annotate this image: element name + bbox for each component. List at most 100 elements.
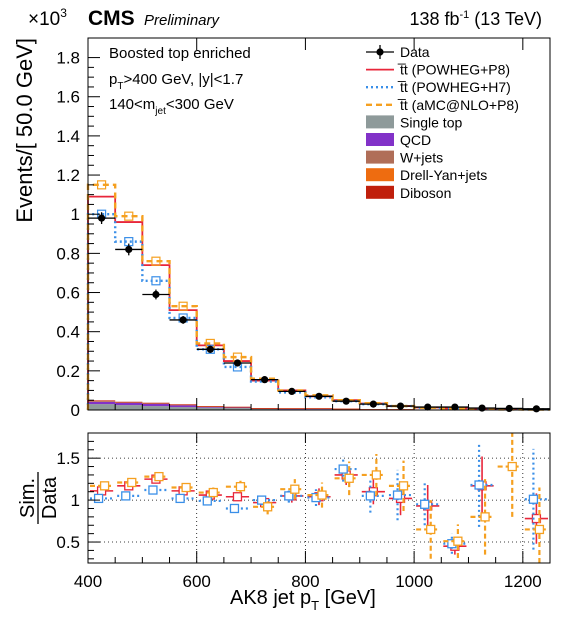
legend-label-2: t̅t (POWHEG+H7) [397,79,511,95]
bkg-bar-4-5 [223,406,252,408]
main-y-tick-label-0: 0 [71,401,80,420]
data-point-10 [369,400,377,408]
legend-swatch-6 [366,150,394,164]
bkg-bar-4-4 [196,406,224,407]
data-point-9 [342,397,350,405]
main-y-tick-label-9: 1.8 [56,49,80,68]
bkg-bar-4-1 [115,401,143,403]
mc-series-0 [87,195,550,411]
ratio-y-tick-label-1: 1 [71,491,80,510]
annotation-pt-cut: pT>400 GeV, |y|<1.7 [109,71,243,92]
bkg-bar-0-3 [169,407,197,410]
data-point-8 [315,392,323,400]
data-point-16 [532,405,541,413]
annotation-mass-window: 140<mjet<300 GeV [109,96,234,117]
multiplier-label: ×103 [28,6,67,30]
bkg-bar-4-2 [142,402,170,404]
ratio-1-marker-2 [148,485,158,495]
ratio-1-marker-12 [420,499,430,509]
bkg-bar-0-2 [142,406,170,410]
bkg-bar-1-0 [88,401,116,405]
x-tick-label-1: 600 [183,572,211,591]
legend-label-0: Data [400,44,430,60]
ratio-1-marker-1 [121,491,131,501]
bkg-bar-0-5 [223,408,252,410]
x-axis-title: AK8 jet pT [GeV] [230,587,376,613]
data-point-2 [152,290,160,299]
bkg-bar-0-1 [115,405,143,410]
cms-label: CMS [88,7,135,30]
data-point-15 [505,404,513,413]
legend-swatch-4 [366,115,394,129]
ratio-2-marker-1 [127,477,137,488]
ratio-1-marker-16 [528,494,539,504]
bkg-bar-2-0 [88,400,116,402]
annotation-selection: Boosted top enriched [109,45,251,62]
x-tick-label-4: 1200 [504,572,542,591]
ratio-series [90,433,548,563]
bkg-bar-1-2 [142,403,170,407]
main-axes: 0 0.2 0.4 0.6 0.8 1 1.2 1.4 1.6 1.8 [56,38,524,420]
x-tick-label-3: 1000 [395,572,433,591]
bkg-bar-4-7 [278,408,306,409]
data-point-7 [288,387,296,395]
legend-swatch-5 [366,133,394,146]
bkg-bar-0-4 [196,407,224,410]
main-y-tick-label-6: 1.2 [56,166,80,185]
main-panel: 0 0.2 0.4 0.6 0.8 1 1.2 1.4 1.6 1.8 [56,37,551,420]
bkg-bar-4-8 [305,408,333,409]
data-point-5 [233,359,242,367]
ratio-2-marker-13 [453,536,463,546]
data-point-3 [179,316,187,324]
ratio-y-axis-title: Sim. Data [17,472,61,524]
ratio-1-marker-7 [284,491,294,501]
data-point-6 [261,376,269,384]
legend-swatch-7 [366,168,394,182]
ratio-2-marker-6 [262,502,273,512]
ratio-1-marker-4 [202,496,212,506]
mc-marker-2-3 [178,301,188,311]
preliminary-label: Preliminary [144,12,221,29]
bkg-bar-1-3 [169,405,197,408]
legend-label-7: Drell-Yan+jets [400,167,487,183]
ratio-2-marker-11 [398,481,409,491]
data-point-13 [451,403,459,411]
main-y-tick-label-4: 0.8 [56,244,80,263]
ratio-2-marker-8 [317,490,327,500]
ratio-1-marker-5 [229,503,240,514]
data-points [88,212,550,413]
ratio-1-marker-3 [175,493,185,504]
data-point-0 [97,214,106,222]
ratio-y-tick-label-2: 1.5 [56,449,80,468]
bkg-bar-0-6 [251,408,279,410]
lumi-label: 138 fb-1 (13 TeV) [409,9,542,29]
x-tick-label-0: 400 [74,572,102,591]
legend-label-3: t̅t (aMC@NLO+P8) [397,97,519,113]
ratio-1-marker-0 [93,493,104,504]
legend-swatch-marker-0 [376,48,384,56]
ratio-0-marker-5 [232,492,243,502]
main-y-tick-label-1: 0.2 [56,362,80,381]
main-y-tick-label-8: 1.6 [56,88,80,107]
mc-marker-2-0 [96,180,107,190]
ratio-1-marker-9 [338,464,348,474]
ratio-2-marker-16 [534,524,545,535]
data-point-11 [396,402,405,410]
ratio-1-marker-10 [365,491,376,501]
legend-label-5: QCD [400,132,431,148]
ratio-1-marker-14 [474,480,484,490]
main-y-tick-label-2: 0.4 [56,323,80,342]
legend: Data t̅t (POWHEG+P8)t̅t (POWHEG+H7) t̅t (a… [366,44,519,201]
main-y-tick-label-7: 1.4 [56,127,80,146]
ratio-2-marker-2 [154,471,164,482]
data-point-12 [424,403,432,411]
ratio-2-marker-14 [480,512,490,522]
ratio-frame [87,432,551,564]
ratio-1-marker-6 [256,495,267,505]
ratio-axes: 0.5 1 1.5 400 600 800 1000 1200 [56,433,542,591]
mc-marker-1-2 [151,276,161,286]
bkg-bar-4-9 [332,408,360,410]
legend-label-6: W+jets [400,150,443,166]
bkg-bar-4-3 [169,404,197,405]
